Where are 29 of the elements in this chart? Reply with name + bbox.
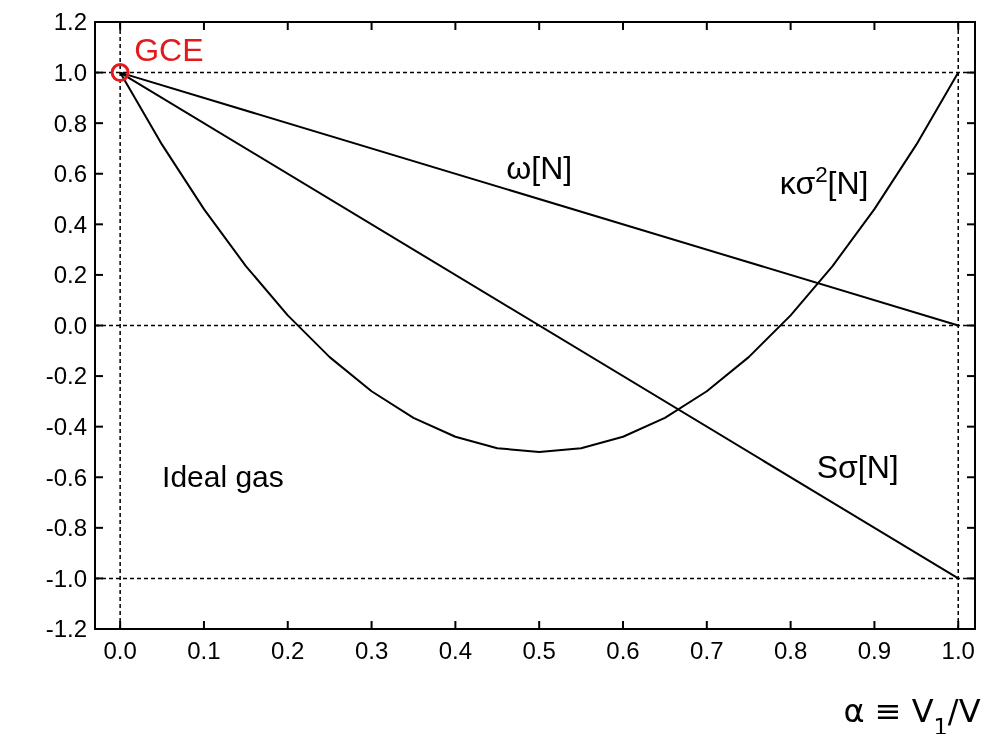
y-tick-label: -1.2 bbox=[45, 615, 87, 643]
x-tick-label: 0.4 bbox=[438, 637, 473, 664]
x-tick-label: 0.0 bbox=[103, 637, 137, 664]
x-tick-label: 0.1 bbox=[187, 637, 221, 664]
y-tick-label: 1.0 bbox=[53, 58, 87, 86]
y-tick-label: -1.0 bbox=[45, 564, 87, 592]
y-tick-label: -0.2 bbox=[45, 362, 87, 390]
x-tick-label: 1.0 bbox=[941, 637, 975, 664]
y-tick-label: 0.2 bbox=[53, 261, 87, 289]
series-label: κσ$^{2}$[N] bbox=[779, 161, 869, 201]
x-tick-label: 0.8 bbox=[773, 637, 808, 664]
y-tick-label: -0.4 bbox=[45, 413, 87, 441]
x-tick-label: 0.3 bbox=[354, 637, 389, 664]
y-tick-label: -0.8 bbox=[45, 514, 87, 542]
x-tick-label: 0.9 bbox=[857, 637, 892, 664]
y-tick-label: 0.6 bbox=[53, 160, 87, 188]
x-tick-label: 0.2 bbox=[271, 637, 305, 664]
legend-label: Sσ[N] bbox=[816, 448, 899, 485]
y-tick-label: 1.2 bbox=[53, 8, 87, 36]
series-label: ω[N] bbox=[506, 150, 573, 187]
x-tick-label: 0.7 bbox=[690, 637, 724, 664]
series-label: GCE bbox=[134, 31, 204, 68]
annotation: Ideal gas bbox=[162, 460, 284, 494]
x-tick-label: 0.5 bbox=[522, 637, 556, 664]
x-tick-label: 0.6 bbox=[606, 637, 640, 664]
y-tick-label: 0.8 bbox=[53, 109, 87, 137]
y-tick-label: 0.4 bbox=[53, 210, 87, 238]
y-tick-label: 0.0 bbox=[53, 311, 87, 339]
y-tick-label: -0.6 bbox=[45, 463, 87, 491]
